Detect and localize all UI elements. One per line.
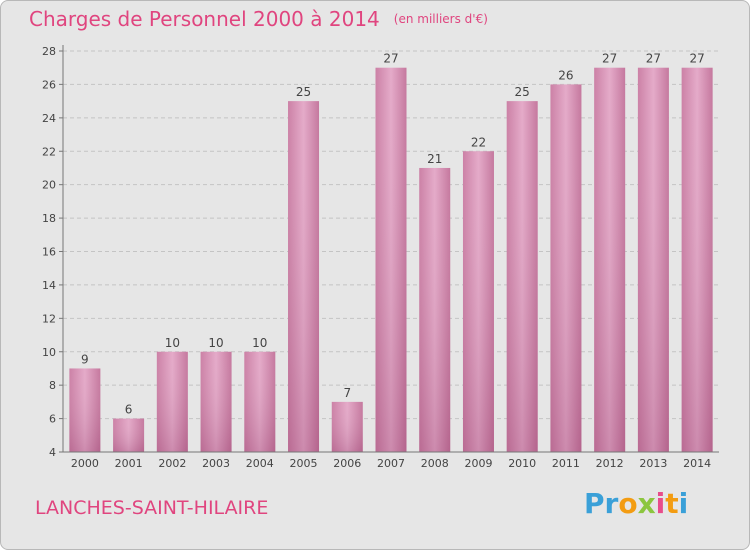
x-tick-label-2009: 2009 — [464, 457, 492, 470]
bar-shade-2009 — [462, 151, 494, 452]
y-tick-label: 10 — [42, 346, 56, 359]
bar-shade-2003 — [200, 351, 232, 452]
x-tick-label-2008: 2008 — [421, 457, 449, 470]
x-tick-label-2014: 2014 — [683, 457, 711, 470]
x-tick-label-2004: 2004 — [246, 457, 274, 470]
data-label-2003: 10 — [208, 336, 223, 350]
logo-letter: r — [604, 487, 619, 520]
y-tick-label: 4 — [49, 446, 56, 459]
logo-letter: i — [678, 487, 689, 520]
data-label-2004: 10 — [252, 336, 267, 350]
bar-shade-2012 — [594, 67, 626, 452]
bar-shade-2002 — [156, 351, 188, 452]
x-tick-label-2007: 2007 — [377, 457, 405, 470]
data-label-2011: 26 — [558, 68, 573, 82]
chart-title: Charges de Personnel 2000 à 2014 (en mill… — [29, 7, 488, 31]
bar-shade-2000 — [69, 368, 101, 452]
proxiti-logo: Proxiti — [584, 487, 688, 520]
x-tick-label-2010: 2010 — [508, 457, 536, 470]
data-label-2002: 10 — [165, 336, 180, 350]
x-tick-label-2001: 2001 — [115, 457, 143, 470]
y-tick-label: 14 — [42, 279, 56, 292]
logo-letter: P — [584, 487, 605, 520]
x-tick-label-2002: 2002 — [158, 457, 186, 470]
x-tick-label-2012: 2012 — [596, 457, 624, 470]
y-tick-label: 20 — [42, 179, 56, 192]
x-tick-label-2011: 2011 — [552, 457, 580, 470]
bar-shade-2014 — [681, 67, 713, 452]
label-layer: 9 6 10 10 10 25 7 27 21 22 25 26 27 27 27 — [81, 52, 705, 417]
logo-letter: i — [655, 487, 666, 520]
logo-letter: x — [637, 487, 656, 520]
commune-name: LANCHES-SAINT-HILAIRE — [35, 497, 269, 519]
bar-layer — [69, 67, 713, 453]
logo-letter: t — [665, 487, 679, 520]
x-tick-label-2013: 2013 — [639, 457, 667, 470]
bar-shade-2013 — [637, 67, 669, 452]
bar-shade-2007 — [375, 67, 407, 452]
x-tick-label-2000: 2000 — [71, 457, 99, 470]
x-tick-label-2003: 2003 — [202, 457, 230, 470]
x-tick-label-2005: 2005 — [290, 457, 318, 470]
bar-shade-2004 — [244, 351, 276, 452]
data-label-2010: 25 — [515, 85, 530, 99]
data-label-2006: 7 — [343, 386, 351, 400]
bar-shade-2006 — [331, 401, 363, 452]
bar-shade-2005 — [288, 101, 320, 452]
bar-shade-2010 — [506, 101, 538, 452]
data-label-2009: 22 — [471, 135, 486, 149]
bar-shade-2011 — [550, 84, 582, 453]
data-label-2001: 6 — [125, 403, 133, 417]
y-tick-label: 6 — [49, 413, 56, 426]
chart-subtitle: (en milliers d'€) — [393, 12, 488, 26]
data-label-2005: 25 — [296, 85, 311, 99]
data-label-2000: 9 — [81, 352, 89, 366]
data-label-2008: 21 — [427, 152, 442, 166]
data-label-2012: 27 — [602, 52, 617, 66]
y-tick-label: 26 — [42, 78, 56, 91]
y-tick-label: 22 — [42, 145, 56, 158]
y-tick-label: 16 — [42, 246, 56, 259]
data-label-2007: 27 — [383, 52, 398, 66]
bar-shade-2008 — [419, 167, 451, 453]
data-label-2014: 27 — [689, 52, 704, 66]
bar-shade-2001 — [113, 418, 145, 452]
y-tick-label: 18 — [42, 212, 56, 225]
axis-layer: 4 6 8 10 12 14 16 18 20 22 24 26 28 2000 2001 2002 2003 2… — [42, 45, 719, 470]
data-label-2013: 27 — [646, 52, 661, 66]
y-tick-label: 24 — [42, 112, 56, 125]
y-tick-label: 12 — [42, 312, 56, 325]
y-tick-label: 28 — [42, 45, 56, 58]
x-tick-label-2006: 2006 — [333, 457, 361, 470]
chart-title-text: Charges de Personnel 2000 à 2014 — [29, 7, 380, 31]
y-tick-label: 8 — [49, 379, 56, 392]
logo-letter: o — [618, 487, 638, 520]
